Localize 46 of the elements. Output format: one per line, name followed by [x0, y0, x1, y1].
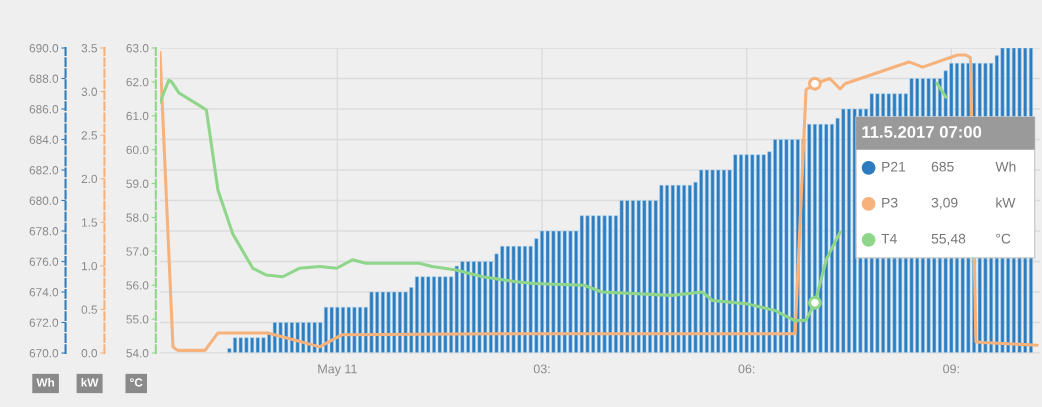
- y2-tick-label: 3.5: [81, 44, 98, 53]
- annotation: 685: [931, 161, 954, 172]
- y-tick-label: 686.0: [29, 105, 59, 114]
- y2-tick-label: 1.5: [81, 218, 98, 227]
- y-tick-label: 680.0: [29, 196, 59, 205]
- y3-tick-label: 61.0: [126, 111, 149, 121]
- y-tick-label: 670.0: [29, 349, 59, 358]
- x-tick-label: May 11: [318, 364, 357, 376]
- annotation: °C: [996, 233, 1011, 244]
- y3-tick-label: 63.0: [126, 44, 149, 53]
- x-tick-label: 06:: [738, 364, 755, 374]
- y3-tick-label: 59.0: [126, 179, 149, 188]
- y2-tick-label: 3.0: [81, 87, 98, 96]
- y-tick-label: 690.0: [29, 44, 59, 53]
- y3-tick-label: 60.0: [126, 145, 149, 155]
- annotation: 3,09: [931, 197, 958, 210]
- y-tick-label: 674.0: [29, 288, 59, 297]
- legend-label: P3: [882, 197, 898, 208]
- y2-tick-label: 2.5: [81, 131, 98, 140]
- y3-axis-title: °C: [130, 378, 143, 387]
- y2-tick-label: 0.5: [81, 305, 98, 314]
- annotation: 55,48: [931, 233, 966, 246]
- y-tick-label: 688.0: [29, 74, 59, 83]
- y-axis-title: Wh: [36, 378, 55, 387]
- x-tick-label: 03:: [533, 364, 550, 374]
- legend-label: P21: [882, 161, 906, 172]
- y2-tick-label: 2.0: [81, 174, 98, 184]
- annotation: kW: [996, 197, 1016, 208]
- y-tick-label: 676.0: [29, 257, 59, 266]
- x-tick-label: 09:: [943, 364, 959, 374]
- y-tick-label: 684.0: [29, 135, 59, 144]
- y2-axis-title: kW: [81, 378, 99, 387]
- y-tick-label: 682.0: [29, 166, 59, 175]
- y3-tick-label: 57.0: [126, 247, 149, 256]
- y2-tick-label: 1.0: [81, 261, 98, 271]
- y3-tick-label: 54.0: [126, 349, 149, 358]
- y2-tick-label: 0.0: [81, 349, 98, 358]
- y3-tick-label: 55.0: [126, 315, 149, 324]
- y3-tick-label: 62.0: [126, 77, 149, 87]
- legend-label: T4: [881, 233, 897, 244]
- y3-tick-label: 58.0: [126, 213, 149, 222]
- annotation: Wh: [995, 161, 1016, 172]
- y-tick-label: 672.0: [29, 318, 59, 327]
- annotation: 11.5.2017 07:00: [862, 126, 982, 138]
- y-tick-label: 678.0: [29, 227, 59, 236]
- y3-tick-label: 56.0: [126, 281, 149, 290]
